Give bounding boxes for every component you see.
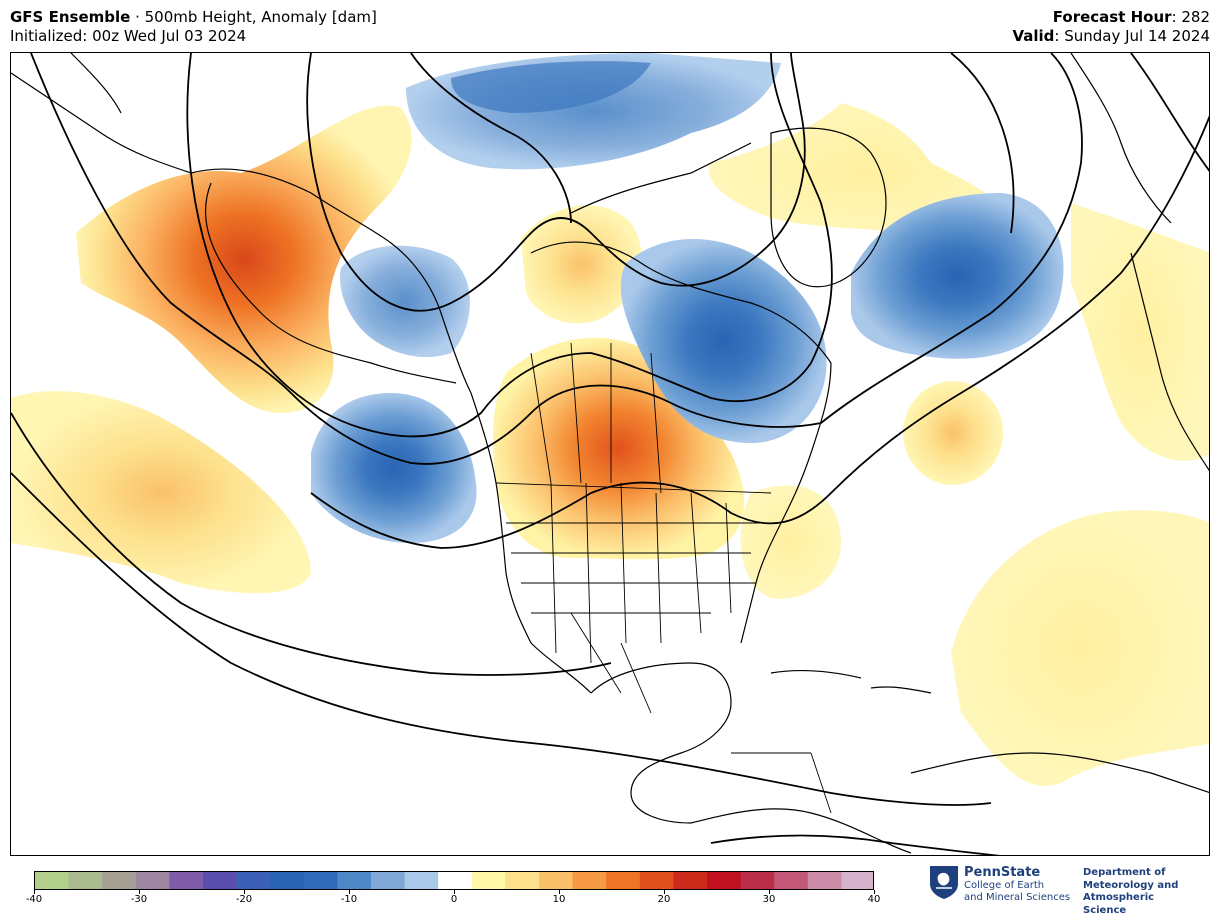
colorbar-tick-label: -10: [340, 894, 358, 905]
forecast-hour-value: : 282: [1171, 8, 1210, 26]
forecast-hour-key: Forecast Hour: [1052, 8, 1172, 26]
psu-college-line2: and Mineral Sciences: [964, 892, 1071, 903]
field-name: 500mb Height, Anomaly [dam]: [144, 8, 377, 26]
colorbar-swatch: [740, 872, 775, 889]
colorbar-swatch: [337, 872, 372, 889]
colorbar-swatch: [236, 872, 271, 889]
colorbar: [34, 871, 874, 890]
colorbar-swatch: [102, 872, 137, 889]
map-svg: [11, 53, 1209, 855]
colorbar-tick: [454, 890, 455, 894]
colorbar-tick-label: 20: [657, 894, 671, 905]
colorbar-tick-label: -40: [25, 894, 43, 905]
colorbar-tick: [349, 890, 350, 894]
header-right: Forecast Hour: 282 Valid: Sunday Jul 14 …: [1012, 8, 1210, 46]
colorbar-swatch: [404, 872, 439, 889]
colorbar-ticks: -40 -30 -20 -10 0 10 20 30 40: [26, 890, 880, 910]
colorbar-swatch: [471, 872, 506, 889]
psu-department: Department of Meteorology and Atmospheri…: [1083, 867, 1198, 917]
colorbar-swatch: [505, 872, 540, 889]
model-name: GFS Ensemble: [10, 8, 131, 26]
colorbar-tick: [874, 890, 875, 894]
colorbar-tick: [139, 890, 140, 894]
colorbar-tick-label: 0: [450, 894, 458, 905]
colorbar-swatch: [572, 872, 607, 889]
init-time: Initialized: 00z Wed Jul 03 2024: [10, 27, 247, 45]
valid-value: : Sunday Jul 14 2024: [1054, 27, 1210, 45]
colorbar-swatch: [707, 872, 742, 889]
psu-logo: PennState College of Earth and Mineral S…: [928, 864, 1198, 916]
psu-college-line1: College of Earth: [964, 880, 1045, 891]
colorbar-tick: [769, 890, 770, 894]
anomaly-map: [10, 52, 1210, 856]
colorbar-swatch: [774, 872, 809, 889]
colorbar-tick-label: 10: [552, 894, 566, 905]
valid-time: Valid: Sunday Jul 14 2024: [1012, 27, 1210, 46]
colorbar-swatch: [639, 872, 674, 889]
colorbar-tick: [559, 890, 560, 894]
colorbar-swatch: [270, 872, 305, 889]
colorbar-swatch: [673, 872, 708, 889]
psu-shield-icon: [930, 866, 958, 899]
political-borders: [495, 342, 832, 814]
colorbar-swatch: [539, 872, 574, 889]
header-left: GFS Ensemble · 500mb Height, Anomaly [da…: [10, 8, 377, 46]
colorbar-tick-label: 40: [867, 894, 881, 905]
colorbar-swatch: [303, 872, 338, 889]
colorbar-tick: [244, 890, 245, 894]
colorbar-swatch: [169, 872, 204, 889]
colorbar-swatch: [135, 872, 170, 889]
colorbar-tick-label: 30: [762, 894, 776, 905]
title-separator: ·: [130, 8, 145, 26]
chart-title: GFS Ensemble · 500mb Height, Anomaly [da…: [10, 8, 377, 27]
anomaly-shading-negative: [311, 53, 1064, 543]
colorbar-tick: [664, 890, 665, 894]
forecast-hour: Forecast Hour: 282: [1012, 8, 1210, 27]
dept-line3: Atmospheric Science: [1083, 892, 1155, 916]
colorbar-swatch: [35, 872, 70, 889]
dept-line2: Meteorology and: [1083, 879, 1179, 891]
colorbar-tick-label: -30: [130, 894, 148, 905]
colorbar-swatch: [438, 872, 473, 889]
colorbar-swatch: [841, 872, 873, 889]
colorbar-swatch: [371, 872, 406, 889]
colorbar-swatch: [68, 872, 103, 889]
dept-line1: Department of: [1083, 867, 1166, 878]
valid-key: Valid: [1012, 27, 1055, 45]
psu-name: PennState: [964, 865, 1041, 880]
height-contours: [11, 53, 1209, 855]
colorbar-tick: [34, 890, 35, 894]
psu-college: College of Earth and Mineral Sciences: [964, 880, 1070, 904]
colorbar-swatches: [35, 872, 873, 889]
colorbar-swatch: [203, 872, 238, 889]
colorbar-swatch: [606, 872, 641, 889]
colorbar-swatch: [807, 872, 842, 889]
colorbar-tick-label: -20: [235, 894, 253, 905]
